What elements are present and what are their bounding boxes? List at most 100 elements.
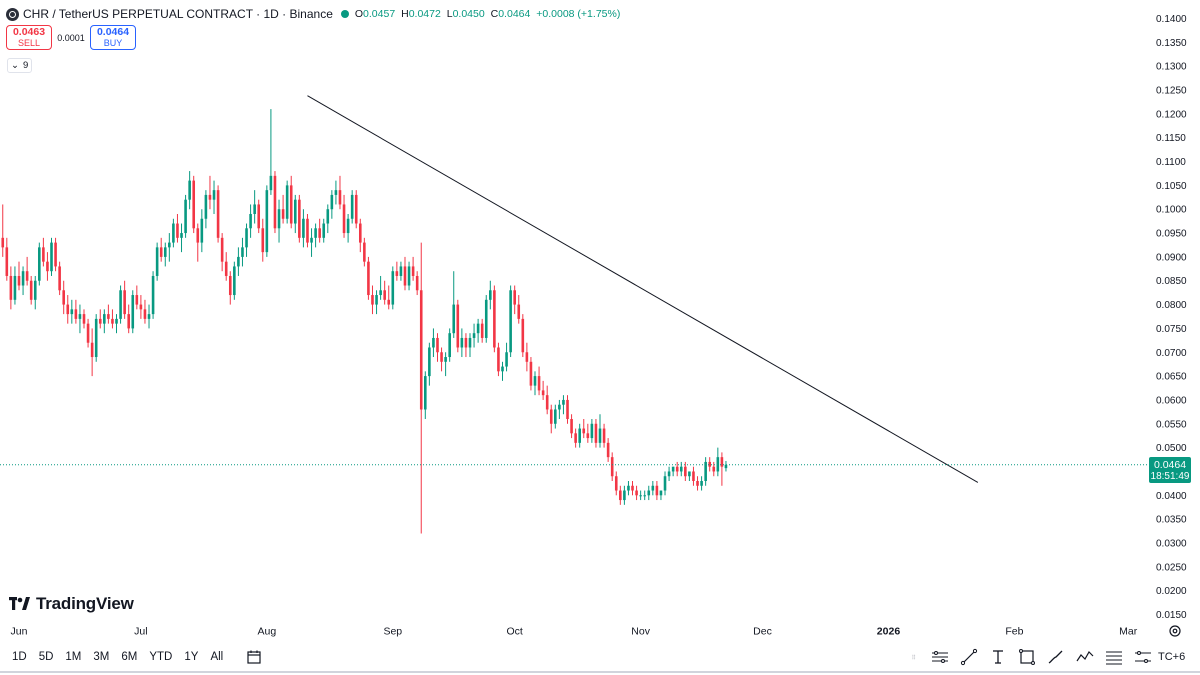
candle-body <box>196 228 200 243</box>
candle-body <box>306 218 309 243</box>
candle-body <box>627 485 630 491</box>
time-tick-label: 2026 <box>877 626 901 638</box>
fib-retracement-tool-icon[interactable] <box>1105 648 1123 666</box>
timeframe-all[interactable]: All <box>210 651 224 663</box>
text-tool-icon[interactable] <box>989 648 1007 666</box>
time-tick-label: Sep <box>383 626 402 638</box>
timeframe-6m[interactable]: 6M <box>121 651 138 663</box>
candle-body <box>180 233 183 238</box>
candle-body <box>570 419 573 434</box>
candle-body <box>9 275 13 300</box>
current-price-label: 0.0464 <box>1154 459 1186 471</box>
price-tick-label: 0.0600 <box>1156 395 1187 406</box>
measure-tool-icon[interactable] <box>1134 648 1152 666</box>
candle-body <box>151 275 155 315</box>
candle-body <box>476 323 480 334</box>
candle-body <box>578 428 581 443</box>
candle-body <box>90 342 94 358</box>
candle-body <box>103 314 106 324</box>
price-tick-label: 0.0950 <box>1156 229 1187 240</box>
rectangle-tool-icon[interactable] <box>1018 648 1036 666</box>
price-tick-label: 0.1350 <box>1156 38 1187 49</box>
drag-handle-icon[interactable] <box>912 648 920 666</box>
candle-body <box>663 476 667 491</box>
candle-body <box>720 457 724 467</box>
candle-body <box>241 247 244 257</box>
candle-body <box>281 209 285 219</box>
candle-body <box>614 476 618 491</box>
timeframe-1y[interactable]: 1Y <box>184 651 199 663</box>
go-to-date-icon[interactable] <box>247 650 261 664</box>
candle-body <box>216 190 220 238</box>
symbol-title[interactable]: CHR / TetherUS PERPETUAL CONTRACT · 1D ·… <box>23 7 333 21</box>
timeframe-bar: 1D 5D 1M 3M 6M YTD 1Y All <box>0 646 261 668</box>
market-status-icon[interactable] <box>340 10 349 18</box>
horizontal-lines-tool-icon[interactable] <box>931 648 949 666</box>
candle-body <box>468 337 472 348</box>
candle-body <box>554 409 557 424</box>
candle-body <box>70 309 74 315</box>
candle-body <box>619 490 622 501</box>
candle-body <box>298 199 301 238</box>
candle-body <box>334 190 338 195</box>
price-tick-label: 0.1100 <box>1156 157 1186 168</box>
timeframe-1m[interactable]: 1M <box>65 651 82 663</box>
buy-button[interactable]: 0.0464 BUY <box>90 25 136 50</box>
price-tick-label: 0.0650 <box>1156 372 1187 383</box>
indicators-toggle[interactable]: ⌄ 9 <box>7 58 33 73</box>
trend-line-tool-icon[interactable] <box>960 648 978 666</box>
buy-price: 0.0464 <box>96 26 130 38</box>
settings-gear-icon[interactable] <box>1169 625 1181 637</box>
candle-body <box>472 333 476 338</box>
candle-body <box>257 204 261 229</box>
candle-body <box>700 480 703 486</box>
candle-body <box>115 318 118 324</box>
symbol-logo-icon <box>6 7 19 21</box>
tradingview-logo[interactable]: TradingView <box>9 594 134 614</box>
sell-button[interactable]: 0.0463 SELL <box>6 25 52 50</box>
candle-body <box>594 423 598 443</box>
bottom-scrollbar[interactable] <box>0 671 1200 673</box>
price-tick-label: 0.1300 <box>1156 62 1187 73</box>
candle-body <box>107 314 110 319</box>
price-tick-label: 0.1400 <box>1156 14 1187 25</box>
candle-body <box>505 352 508 367</box>
price-tick-label: 0.1000 <box>1156 205 1187 216</box>
candle-body <box>78 314 82 319</box>
timeframe-5d[interactable]: 5D <box>38 651 54 663</box>
sell-label: SELL <box>17 38 41 48</box>
timeframe-3m[interactable]: 3M <box>93 651 110 663</box>
candle-body <box>143 309 147 319</box>
price-tick-label: 0.1150 <box>1156 133 1186 144</box>
ohlc-values: O0.0457 H0.0472 L0.0450 C0.0464 +0.0008 … <box>354 8 621 20</box>
time-axis[interactable]: Jun Jul Aug Sep Oct Nov Dec 2026 Feb Mar <box>11 626 1138 638</box>
candle-body <box>497 347 500 372</box>
price-tick-label: 0.0150 <box>1156 610 1187 621</box>
timeframe-ytd[interactable]: YTD <box>149 651 173 663</box>
candle-body <box>440 352 443 362</box>
candle-body <box>98 318 102 324</box>
candle-body <box>647 490 651 496</box>
candle-body <box>566 399 569 420</box>
candle-body <box>631 485 634 491</box>
time-tick-label: Dec <box>753 626 772 638</box>
candle-body <box>586 433 590 439</box>
candle-body <box>562 399 565 405</box>
timeframe-1d[interactable]: 1D <box>12 651 27 663</box>
price-tick-label: 0.0400 <box>1156 491 1187 502</box>
trendline[interactable] <box>307 95 979 483</box>
candle-body <box>395 271 399 276</box>
price-axis[interactable]: 0.1400 0.1350 0.1300 0.1250 0.1200 0.1150 0.11… <box>1156 14 1187 621</box>
candle-body <box>448 333 451 358</box>
timezone-label[interactable]: TC+6 <box>1158 651 1186 663</box>
candle-body <box>675 466 679 472</box>
candle-body <box>712 466 716 472</box>
candle-body <box>635 490 638 496</box>
brush-tool-icon[interactable] <box>1047 648 1065 666</box>
pattern-tool-icon[interactable] <box>1076 648 1094 666</box>
candle-body <box>655 485 659 496</box>
candle-body <box>21 271 25 286</box>
price-tick-label: 0.1250 <box>1156 86 1187 97</box>
candle-body <box>391 271 395 305</box>
